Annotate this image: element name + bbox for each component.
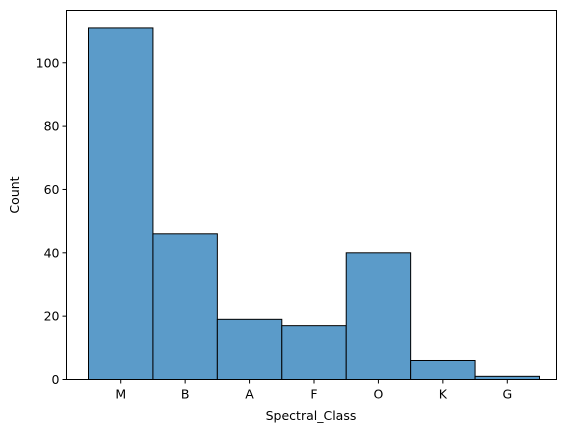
bar-o <box>345 252 412 380</box>
x-tick-label-f: F <box>310 387 317 402</box>
y-tick-label-0: 0 <box>52 372 60 387</box>
y-axis-label: Count <box>7 176 22 213</box>
y-tick-label-20: 20 <box>44 309 60 324</box>
bar-b <box>152 233 218 380</box>
bar-f <box>281 325 347 381</box>
x-axis-label: Spectral_Class <box>266 408 357 423</box>
plot-frame <box>66 10 557 380</box>
x-tick-label-g: G <box>502 387 512 402</box>
y-tick-label-100: 100 <box>36 55 60 70</box>
x-tick-label-a: A <box>245 387 254 402</box>
x-tick-label-b: B <box>181 387 190 402</box>
y-axis: 0 20 40 60 80 100 <box>36 55 67 387</box>
bars-group <box>88 27 541 381</box>
bar-a <box>216 318 283 380</box>
x-tick-label-o: O <box>374 387 384 402</box>
y-tick-label-80: 80 <box>44 119 60 134</box>
y-tick-label-40: 40 <box>44 245 60 260</box>
y-tick-label-60: 60 <box>44 182 60 197</box>
bar-m <box>88 27 154 381</box>
bar-k <box>410 359 476 380</box>
x-tick-label-k: K <box>439 387 448 402</box>
x-tick-label-m: M <box>115 387 126 402</box>
